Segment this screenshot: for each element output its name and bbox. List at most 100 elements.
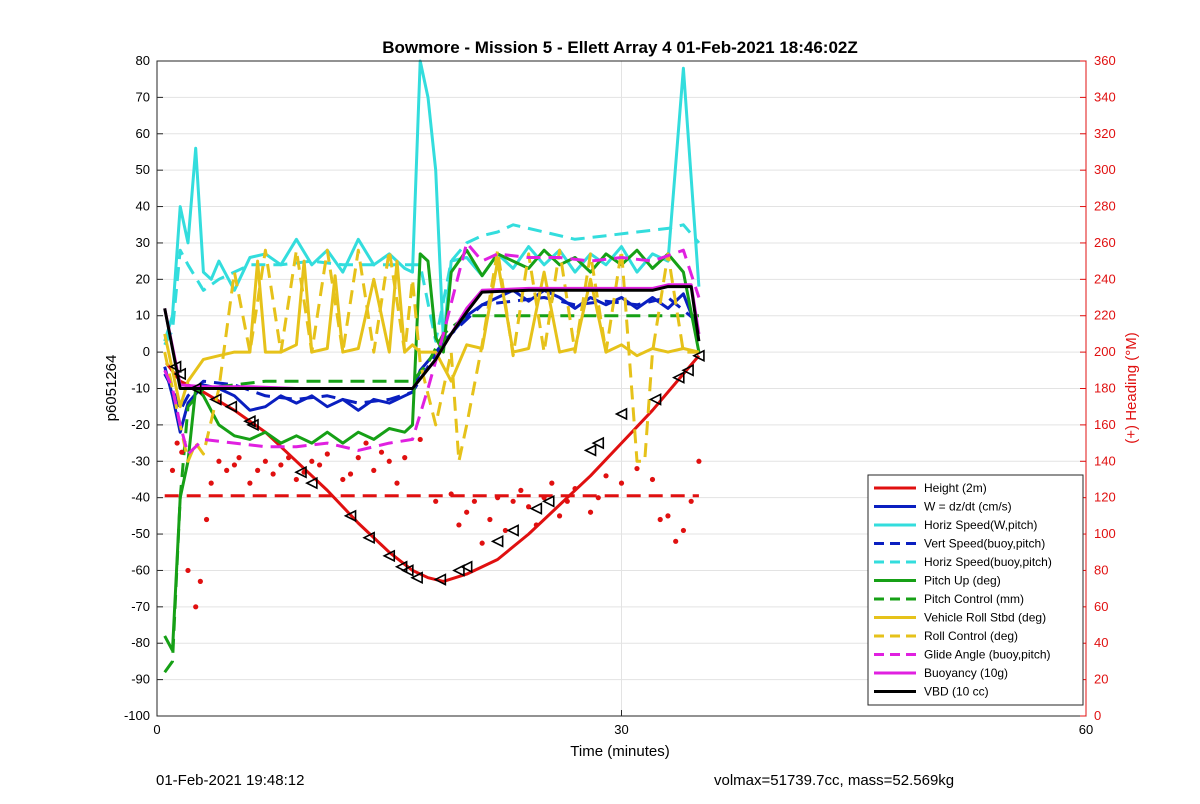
heading-point <box>572 485 578 492</box>
triangle-marker <box>168 360 182 373</box>
y-tick-label: 0 <box>143 344 150 359</box>
y-tick-label: -90 <box>131 672 150 687</box>
y-tick-label: 80 <box>136 53 150 68</box>
heading-point <box>278 462 284 468</box>
y-tick-label: 10 <box>136 308 150 323</box>
heading-point <box>378 449 385 455</box>
y-tick-label: -80 <box>131 635 150 650</box>
heading-point <box>262 458 268 464</box>
y-tick-label: -100 <box>124 708 150 723</box>
heading-point <box>231 462 238 468</box>
heading-point <box>347 471 354 477</box>
heading-point <box>197 578 203 584</box>
heading-point <box>495 495 501 501</box>
right-axis-label: (+) Heading (°M) <box>1123 332 1140 443</box>
y2-tick-label: 360 <box>1094 53 1116 68</box>
series-line-11 <box>163 285 701 390</box>
y-tick-label: -70 <box>131 599 150 614</box>
y-tick-label: 30 <box>136 235 150 250</box>
heading-point <box>603 473 609 479</box>
heading-point <box>634 465 640 472</box>
heading-point <box>673 538 679 544</box>
y-tick-label: 70 <box>136 89 150 104</box>
y-tick-label: 40 <box>136 199 150 214</box>
legend-label: W = dz/dt (cm/s) <box>924 500 1012 514</box>
legend-label: Pitch Control (mm) <box>924 592 1024 606</box>
heading-point <box>224 467 230 473</box>
axes: -100-90-80-70-60-50-40-30-20-10010203040… <box>124 53 1116 737</box>
heading-point <box>203 516 210 523</box>
y2-tick-label: 280 <box>1094 199 1116 214</box>
heading-point <box>247 480 253 486</box>
y2-tick-label: 140 <box>1094 453 1116 468</box>
y2-tick-label: 120 <box>1094 490 1116 505</box>
y-tick-label: -20 <box>131 417 150 432</box>
y-tick-label: -40 <box>131 490 150 505</box>
heading-point <box>193 604 199 610</box>
heading-point <box>526 504 532 510</box>
heading-point <box>402 455 408 461</box>
legend-label: Glide Angle (buoy,pitch) <box>924 648 1051 662</box>
triangle-marker <box>452 564 465 577</box>
footer-timestamp: 01-Feb-2021 19:48:12 <box>156 772 305 789</box>
triangle-marker <box>343 509 357 523</box>
heading-point <box>456 522 462 528</box>
legend-label: VBD (10 cc) <box>924 685 989 699</box>
legend-label: Vehicle Roll Stbd (deg) <box>924 611 1046 625</box>
y2-tick-label: 300 <box>1094 162 1116 177</box>
triangle-marker <box>224 400 238 413</box>
triangle-marker <box>459 560 473 574</box>
series-line-2 <box>163 59 701 343</box>
triangle-marker <box>173 367 187 381</box>
legend-label: Vert Speed(buoy,pitch) <box>924 537 1045 551</box>
heading-point <box>179 449 185 455</box>
legend-box <box>867 474 1084 706</box>
y-tick-label: 60 <box>136 126 150 141</box>
triangle-marker <box>583 444 597 457</box>
y2-tick-label: 180 <box>1094 381 1116 396</box>
series-line-6 <box>163 314 699 674</box>
triangle-marker <box>401 564 414 577</box>
legend-label: Buoyancy (10g) <box>924 666 1008 680</box>
y2-tick-label: 0 <box>1094 708 1101 723</box>
triangle-marker <box>362 531 375 544</box>
triangle-marker <box>294 465 307 479</box>
legend-label: Pitch Up (deg) <box>924 574 1001 588</box>
y-tick-label: -60 <box>131 562 150 577</box>
y2-tick-label: 240 <box>1094 271 1116 286</box>
legend-label: Horiz Speed(buoy,pitch) <box>924 555 1052 569</box>
triangle-marker <box>529 502 543 515</box>
series-line-9 <box>163 241 701 456</box>
heading-point <box>286 455 292 461</box>
heading-point <box>433 498 439 504</box>
legend-label: Horiz Speed(W,pitch) <box>924 518 1037 532</box>
heading-point <box>657 516 663 523</box>
heading-point <box>502 527 508 534</box>
heading-point <box>587 509 594 515</box>
heading-point <box>309 458 315 464</box>
heading-point <box>518 487 524 493</box>
y2-tick-label: 260 <box>1094 235 1116 250</box>
heading-point <box>618 480 625 486</box>
triangle-marker <box>209 393 222 406</box>
y2-tick-label: 220 <box>1094 308 1116 323</box>
heading-point <box>363 440 369 446</box>
triangle-marker <box>490 535 504 548</box>
heading-point <box>340 476 346 483</box>
y2-tick-label: 320 <box>1094 126 1116 141</box>
triangle-marker <box>246 418 259 432</box>
y2-tick-label: 160 <box>1094 417 1116 432</box>
heading-point <box>355 455 361 461</box>
heading-point <box>236 455 242 461</box>
triangle-marker <box>692 349 705 363</box>
triangle-marker <box>382 549 396 563</box>
plot-area <box>163 59 705 674</box>
y-tick-label: 20 <box>136 271 150 286</box>
heading-point <box>471 498 478 504</box>
y2-tick-label: 340 <box>1094 89 1116 104</box>
y-tick-label: -30 <box>131 453 150 468</box>
x-axis-label: Time (minutes) <box>570 743 669 760</box>
y-tick-label: -50 <box>131 526 150 541</box>
heading-point <box>549 480 555 486</box>
series-line-0 <box>165 354 701 583</box>
